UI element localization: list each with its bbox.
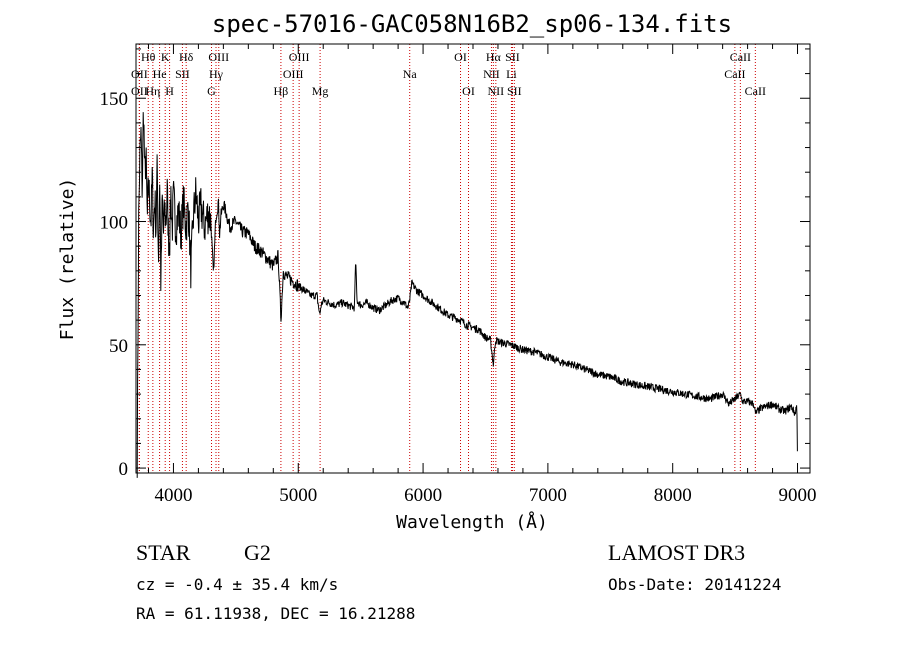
y-tick-label-1: 50 — [109, 336, 128, 357]
marker-label-6: H — [165, 84, 174, 98]
marker-label-0: Hθ — [141, 50, 156, 64]
x-tick-label-3: 7000 — [529, 485, 567, 506]
marker-label-14: OIII — [283, 67, 304, 81]
x-axis-ticks: 4000 5000 6000 7000 8000 9000 — [147, 44, 817, 506]
x-tick-label-4: 8000 — [654, 485, 692, 506]
marker-label-5: K — [161, 50, 170, 64]
y-axis-ticks: 0 50 100 150 — [100, 48, 810, 480]
x-tick-label-2: 6000 — [404, 485, 442, 506]
observation-date: Obs-Date: 20141224 — [608, 575, 781, 594]
marker-label-10: Hγ — [209, 67, 224, 81]
marker-label-4: Hη — [145, 84, 160, 98]
marker-label-15: Mg — [312, 84, 329, 98]
marker-label-21: NII — [483, 67, 500, 81]
object-class: STAR — [136, 540, 191, 565]
marker-label-18: OI — [462, 84, 475, 98]
marker-label-9: OIII — [208, 50, 229, 64]
marker-label-12: Hβ — [274, 84, 289, 98]
marker-label-3: He — [153, 67, 167, 81]
x-tick-label-5: 9000 — [779, 485, 817, 506]
flux-series-line — [136, 112, 798, 478]
marker-label-11: G — [207, 84, 216, 98]
x-axis-label: Wavelength (Å) — [396, 511, 548, 533]
x-tick-label-1: 5000 — [279, 485, 317, 506]
marker-label-7: SII — [175, 67, 190, 81]
y-axis-label: Flux (relative) — [57, 178, 78, 341]
marker-label-24: SII — [507, 84, 522, 98]
object-subclass: G2 — [244, 540, 271, 565]
y-tick-label-3: 150 — [100, 89, 129, 110]
marker-label-8: Hδ — [179, 50, 194, 64]
marker-label-16: Na — [403, 67, 418, 81]
x-tick-label-0: 4000 — [154, 485, 192, 506]
y-tick-label-2: 100 — [100, 213, 129, 234]
marker-label-23: NII — [488, 84, 505, 98]
marker-label-19: Hα — [486, 50, 502, 64]
marker-label-22: Li — [506, 67, 517, 81]
marker-label-17: OI — [454, 50, 467, 64]
marker-label-13: OIII — [289, 50, 310, 64]
redshift-readout: cz = -0.4 ± 35.4 km/s — [136, 575, 338, 594]
coordinates-readout: RA = 61.11938, DEC = 16.21288 — [136, 604, 415, 623]
survey-name: LAMOST DR3 — [608, 540, 745, 565]
marker-label-25: CaII — [730, 50, 751, 64]
marker-label-26: CaII — [724, 67, 745, 81]
plot-frame — [135, 43, 811, 474]
y-tick-label-0: 0 — [119, 459, 129, 480]
marker-label-2: OII — [131, 84, 148, 98]
chart-title: spec-57016-GAC058N16B2_sp06-134.fits — [212, 10, 732, 38]
spectral-line-markers — [138, 44, 756, 473]
marker-label-20: SII — [505, 50, 520, 64]
marker-label-27: CaII — [745, 84, 766, 98]
